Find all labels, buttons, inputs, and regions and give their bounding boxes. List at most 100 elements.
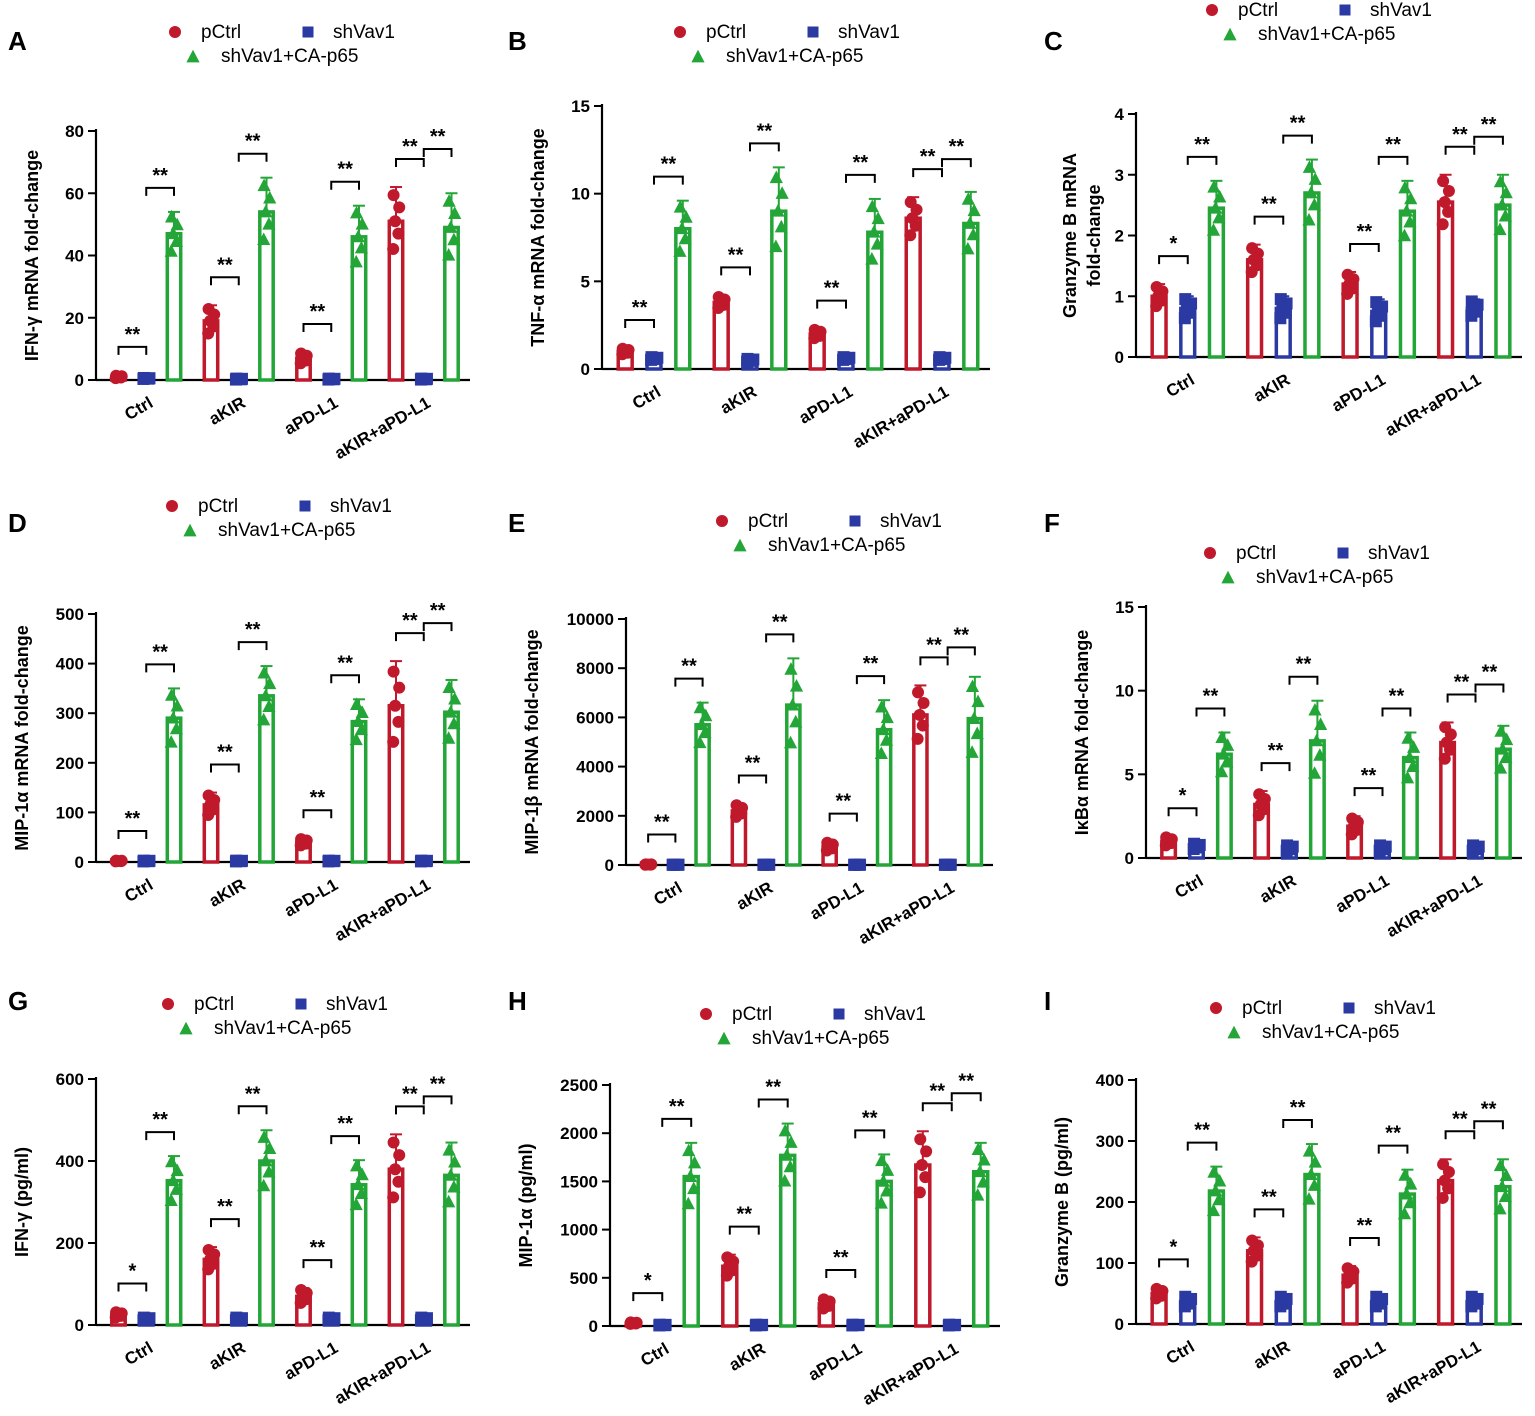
data-point-cap65 [876, 1174, 890, 1187]
x-tick-label: aKIR [726, 1339, 769, 1375]
data-point-cap65 [257, 1130, 271, 1143]
significance-label: ** [310, 1237, 326, 1259]
bar-cap65 [682, 1174, 700, 1328]
significance-label: ** [654, 812, 670, 834]
significance-label: ** [337, 1113, 353, 1135]
legend-label-cap65: shVav1+CA-p65 [768, 535, 905, 556]
x-tick-label: Ctrl [1163, 370, 1198, 401]
y-tick-label: 15 [571, 97, 590, 116]
data-point-cap65 [354, 240, 369, 254]
significance-bracket: ** [674, 656, 704, 687]
data-point-cap65 [1208, 1183, 1223, 1197]
significance-label: ** [337, 652, 353, 674]
legend-label-shvav1: shVav1 [326, 994, 388, 1015]
data-point-cap65 [784, 1135, 798, 1148]
significance-label: ** [772, 611, 788, 633]
significance-bracket: ** [210, 1196, 240, 1228]
significance-bracket: ** [1253, 1186, 1285, 1218]
data-point-shvav1 [322, 854, 335, 867]
data-point-shvav1 [741, 352, 754, 365]
data-point-cap65 [351, 714, 365, 728]
legend-marker-shvav1 [1343, 1002, 1355, 1014]
data-point-pctrl [817, 1293, 830, 1306]
data-point-pctrl [1341, 268, 1354, 281]
data-point-cap65 [1500, 732, 1514, 746]
data-point-cap65 [263, 676, 277, 690]
data-point-cap65 [164, 1193, 178, 1207]
data-point-pctrl [920, 1145, 933, 1158]
data-point-cap65 [973, 1164, 987, 1178]
data-point-cap65 [448, 206, 462, 220]
legend-label-shvav1: shVav1 [1370, 0, 1432, 21]
significance-bracket: ** [1282, 1097, 1313, 1129]
significance-bracket: ** [302, 301, 333, 332]
data-point-cap65 [448, 1154, 462, 1168]
significance-label: ** [1481, 114, 1497, 136]
data-point-cap65 [349, 205, 364, 219]
legend-label-pctrl: pCtrl [194, 994, 234, 1015]
data-point-pctrl [1246, 1234, 1259, 1247]
significance-label: ** [765, 1077, 781, 1099]
data-point-pctrl [1438, 196, 1451, 209]
data-point-shvav1 [230, 1311, 243, 1324]
significance-label: ** [1389, 686, 1405, 708]
significance-bracket: ** [720, 244, 751, 276]
significance-label: ** [430, 126, 446, 148]
data-point-pctrl [387, 665, 400, 678]
significance-bracket: ** [1474, 661, 1505, 693]
data-point-pctrl [821, 836, 834, 849]
data-point-cap65 [166, 710, 180, 724]
y-axis-label: MIP-1α (pg/ml) [516, 1143, 536, 1267]
y-tick-label: 6000 [576, 708, 614, 727]
data-point-cap65 [1399, 204, 1414, 217]
data-point-cap65 [1493, 1201, 1507, 1215]
significance-bracket: ** [816, 278, 847, 309]
data-point-cap65 [444, 705, 458, 718]
data-point-cap65 [698, 725, 712, 739]
significance-label: ** [862, 1107, 878, 1129]
data-point-shvav1 [1274, 1290, 1287, 1303]
data-point-pctrl [202, 1243, 215, 1256]
x-tick-label: Ctrl [121, 393, 156, 424]
bar-cap65 [443, 225, 460, 382]
y-tick-label: 1000 [560, 1221, 598, 1240]
significance-label: ** [920, 146, 936, 168]
x-tick-label: aPD-L1 [281, 393, 341, 439]
y-tick-label: 1 [1115, 287, 1124, 306]
data-point-pctrl [387, 242, 400, 255]
data-point-pctrl [393, 681, 406, 694]
data-point-pctrl [202, 302, 215, 315]
data-point-cap65 [876, 722, 890, 736]
data-point-cap65 [1302, 1144, 1317, 1157]
significance-label: * [128, 1260, 136, 1282]
data-point-cap65 [967, 711, 981, 725]
x-tick-label: aKIR+aPD-L1 [331, 1338, 433, 1408]
y-tick-label: 1500 [560, 1172, 598, 1191]
significance-bracket: ** [941, 136, 972, 168]
data-point-cap65 [1212, 1192, 1226, 1206]
data-point-cap65 [257, 665, 271, 679]
legend-marker-cap65 [1227, 1025, 1241, 1039]
significance-label: ** [245, 131, 261, 153]
legend-marker-cap65 [1221, 570, 1235, 584]
y-axis-label: IFN-γ mRNA fold-change [22, 150, 42, 361]
data-point-pctrl [393, 1149, 406, 1162]
data-point-cap65 [1403, 214, 1417, 228]
x-tick-label: aPD-L1 [805, 1339, 865, 1385]
y-tick-label: 400 [56, 655, 84, 674]
legend-label-cap65: shVav1+CA-p65 [1258, 24, 1395, 45]
significance-bracket: ** [1186, 134, 1218, 165]
significance-label: ** [245, 1083, 261, 1105]
legend-label-cap65: shVav1+CA-p65 [218, 520, 355, 541]
x-tick-label: aKIR+aPD-L1 [331, 875, 433, 945]
significance-bracket: ** [330, 652, 360, 684]
data-point-pctrl [389, 1163, 402, 1176]
legend-label-cap65: shVav1+CA-p65 [221, 46, 358, 67]
data-point-cap65 [164, 735, 178, 748]
legend-marker-shvav1 [302, 26, 314, 38]
y-axis-label: TNF-α mRNA fold-change [528, 128, 548, 346]
y-tick-label: 2 [1115, 227, 1124, 246]
significance-bracket: ** [422, 1073, 453, 1105]
